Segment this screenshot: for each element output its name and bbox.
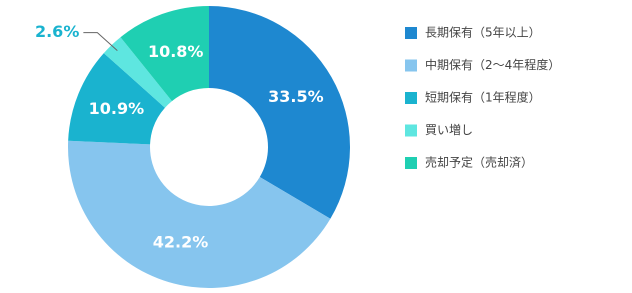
- legend-label: 中期保有（2〜4年程度）: [425, 57, 560, 72]
- legend-swatch: [405, 124, 417, 137]
- donut-segment: [120, 6, 209, 102]
- value-label: 10.9%: [89, 99, 145, 118]
- legend-swatch: [405, 92, 417, 104]
- legend-swatch: [405, 27, 417, 39]
- donut-segment: [68, 53, 165, 145]
- donut-segment: [209, 6, 350, 219]
- legend-swatch: [405, 157, 417, 169]
- legend-label: 買い増し: [425, 123, 473, 137]
- legend-label: 売却予定（売却済）: [425, 155, 533, 170]
- value-label: 33.5%: [268, 87, 324, 106]
- legend-label: 長期保有（5年以上）: [425, 26, 541, 40]
- value-label: 10.8%: [148, 42, 204, 61]
- donut-segment: [68, 140, 331, 288]
- value-label: 2.6%: [35, 22, 79, 41]
- value-label: 42.2%: [153, 232, 209, 251]
- leader-line: [83, 32, 118, 51]
- donut-segment: [103, 37, 172, 108]
- legend-swatch: [405, 59, 417, 72]
- legend-label: 短期保有（1年程度）: [425, 90, 541, 105]
